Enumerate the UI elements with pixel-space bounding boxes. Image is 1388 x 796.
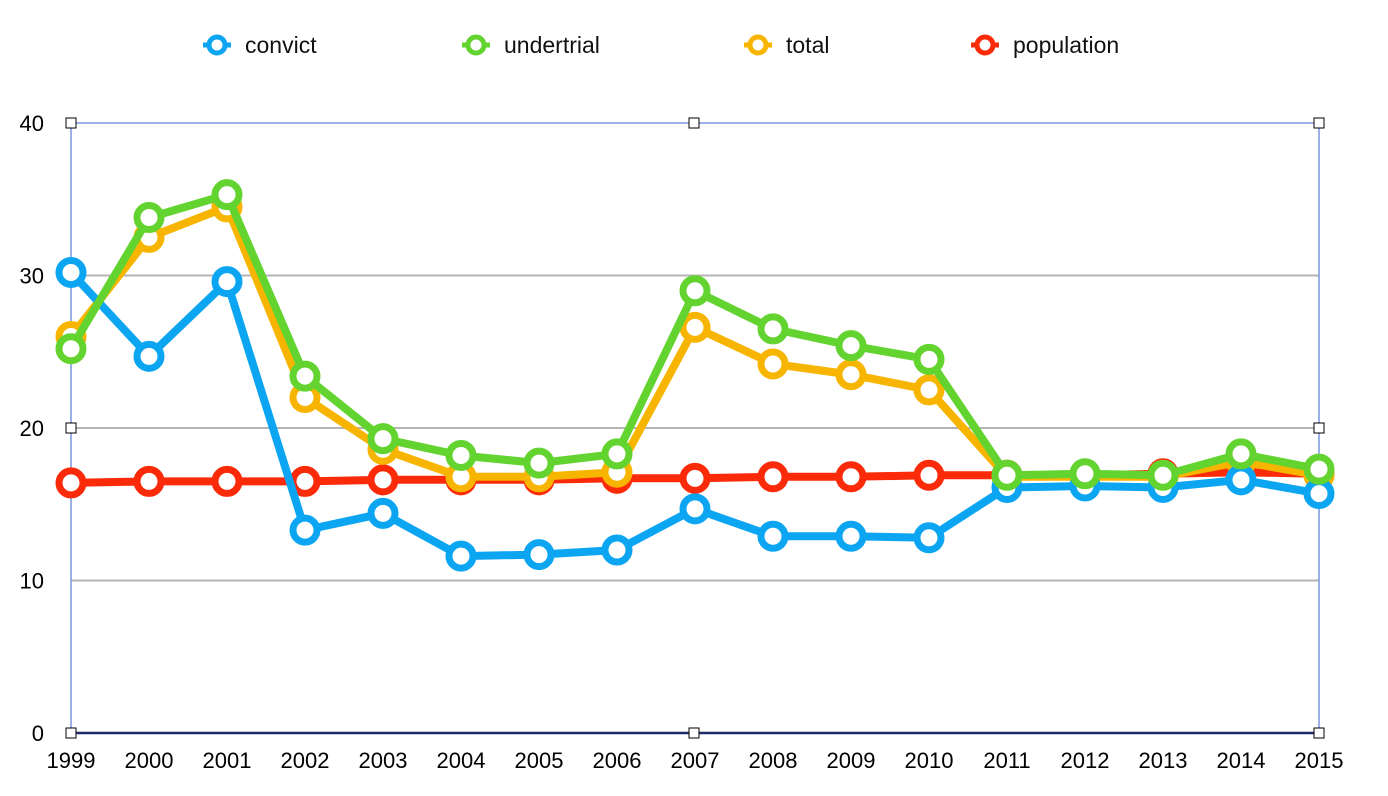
data-point-convict bbox=[211, 266, 243, 298]
data-point-convict bbox=[133, 340, 165, 372]
x-tick-label: 2008 bbox=[749, 748, 798, 773]
resize-handle[interactable] bbox=[1313, 422, 1325, 434]
x-tick-label: 2010 bbox=[905, 748, 954, 773]
data-point-convict bbox=[523, 539, 555, 571]
y-tick-label: 0 bbox=[32, 721, 44, 746]
data-point-undertrial bbox=[913, 343, 945, 375]
data-point-total bbox=[757, 348, 789, 380]
legend-item-undertrial[interactable]: undertrial bbox=[462, 32, 600, 58]
legend-item-population[interactable]: population bbox=[971, 32, 1119, 58]
data-point-undertrial bbox=[1069, 458, 1101, 490]
legend-item-total[interactable]: total bbox=[744, 32, 829, 58]
legend-label: total bbox=[786, 32, 829, 58]
data-point-convict bbox=[289, 514, 321, 546]
y-tick-label: 10 bbox=[20, 569, 44, 594]
x-tick-label: 2015 bbox=[1295, 748, 1344, 773]
y-tick-label: 40 bbox=[20, 111, 44, 136]
legend-label: population bbox=[1013, 32, 1119, 58]
data-point-population bbox=[913, 459, 945, 491]
data-point-total bbox=[913, 374, 945, 406]
x-axis-tick-labels: 1999 2000 2001 2002 2003 2004 2005 2006 2007 2008… bbox=[47, 748, 1344, 773]
data-point-population bbox=[289, 465, 321, 497]
resize-handle[interactable] bbox=[65, 117, 77, 129]
x-tick-label: 2004 bbox=[437, 748, 486, 773]
data-point-undertrial bbox=[523, 447, 555, 479]
x-tick-label: 2009 bbox=[827, 748, 876, 773]
resize-handle[interactable] bbox=[65, 422, 77, 434]
x-tick-label: 1999 bbox=[47, 748, 96, 773]
data-point-convict bbox=[1225, 464, 1257, 496]
data-point-undertrial bbox=[289, 360, 321, 392]
data-point-population bbox=[679, 462, 711, 494]
data-point-undertrial bbox=[679, 275, 711, 307]
resize-handle[interactable] bbox=[688, 727, 700, 739]
x-tick-label: 2005 bbox=[515, 748, 564, 773]
data-point-undertrial bbox=[133, 202, 165, 234]
legend-marker bbox=[206, 34, 228, 56]
selection-handles[interactable] bbox=[65, 117, 1325, 739]
x-tick-label: 2000 bbox=[125, 748, 174, 773]
data-point-undertrial bbox=[601, 438, 633, 470]
data-point-undertrial bbox=[835, 330, 867, 362]
data-point-population bbox=[55, 467, 87, 499]
resize-handle[interactable] bbox=[1313, 117, 1325, 129]
data-point-undertrial bbox=[367, 423, 399, 455]
x-tick-label: 2012 bbox=[1061, 748, 1110, 773]
legend-marker bbox=[747, 34, 769, 56]
data-point-undertrial bbox=[757, 313, 789, 345]
x-tick-label: 2014 bbox=[1217, 748, 1266, 773]
x-tick-label: 2001 bbox=[203, 748, 252, 773]
data-point-convict bbox=[445, 540, 477, 572]
data-point-convict bbox=[913, 522, 945, 554]
legend-label: undertrial bbox=[504, 32, 600, 58]
data-point-convict bbox=[1303, 478, 1335, 510]
legend-marker bbox=[974, 34, 996, 56]
data-point-convict bbox=[55, 256, 87, 288]
data-point-population bbox=[133, 465, 165, 497]
x-tick-label: 2007 bbox=[671, 748, 720, 773]
data-point-convict bbox=[757, 520, 789, 552]
data-point-convict bbox=[835, 520, 867, 552]
data-point-population bbox=[757, 461, 789, 493]
x-tick-label: 2002 bbox=[281, 748, 330, 773]
data-point-undertrial bbox=[1303, 453, 1335, 485]
resize-handle[interactable] bbox=[1313, 727, 1325, 739]
legend-item-convict[interactable]: convict bbox=[203, 32, 317, 58]
data-point-total bbox=[835, 359, 867, 391]
data-point-convict bbox=[367, 497, 399, 529]
x-tick-label: 2013 bbox=[1139, 748, 1188, 773]
data-point-undertrial bbox=[445, 439, 477, 471]
data-point-undertrial bbox=[1225, 438, 1257, 470]
data-point-total bbox=[679, 311, 711, 343]
x-tick-label: 2003 bbox=[359, 748, 408, 773]
x-tick-label: 2006 bbox=[593, 748, 642, 773]
data-point-convict bbox=[679, 493, 711, 525]
legend-marker bbox=[465, 34, 487, 56]
data-point-undertrial bbox=[991, 459, 1023, 491]
y-axis-tick-labels: 0 10 20 30 40 bbox=[20, 111, 44, 746]
chart-legend: convict undertrial total population bbox=[203, 32, 1119, 58]
series-undertrial bbox=[55, 179, 1335, 491]
data-point-undertrial bbox=[1147, 459, 1179, 491]
data-point-convict bbox=[601, 534, 633, 566]
y-tick-label: 30 bbox=[20, 264, 44, 289]
series-convict bbox=[55, 256, 1335, 572]
data-point-undertrial bbox=[55, 333, 87, 365]
y-tick-label: 20 bbox=[20, 416, 44, 441]
series-lines bbox=[55, 179, 1335, 572]
data-point-population bbox=[367, 464, 399, 496]
data-point-undertrial bbox=[211, 179, 243, 211]
data-point-population bbox=[835, 461, 867, 493]
legend-label: convict bbox=[245, 32, 317, 58]
x-tick-label: 2011 bbox=[983, 748, 1030, 773]
resize-handle[interactable] bbox=[688, 117, 700, 129]
data-point-population bbox=[211, 465, 243, 497]
resize-handle[interactable] bbox=[65, 727, 77, 739]
